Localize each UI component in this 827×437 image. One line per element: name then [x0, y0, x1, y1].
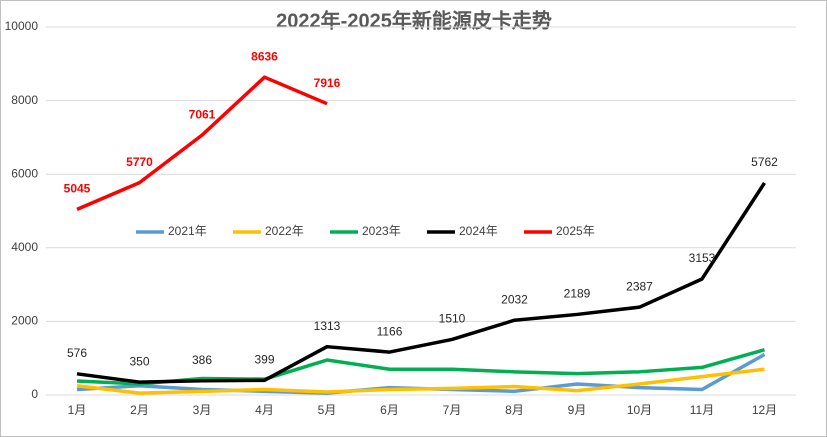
y-tick-label: 4000: [11, 240, 38, 254]
data-label: 8636: [251, 49, 278, 63]
data-label: 399: [254, 352, 274, 366]
y-tick-label: 8000: [11, 93, 38, 107]
legend-label: 2022年: [265, 224, 304, 238]
x-tick-label: 5月: [318, 403, 337, 417]
data-label: 7916: [314, 76, 341, 90]
data-label: 1313: [314, 319, 341, 333]
x-tick-label: 2月: [130, 403, 149, 417]
y-tick-label: 6000: [11, 166, 38, 180]
x-tick-label: 6月: [380, 403, 399, 417]
data-label: 5770: [126, 155, 153, 169]
x-tick-label: 10月: [627, 403, 652, 417]
chart-title: 2022年-2025年新能源皮卡走势: [276, 8, 552, 32]
data-label: 350: [129, 354, 149, 368]
legend-label: 2021年: [168, 224, 207, 238]
y-tick-label: 2000: [11, 314, 38, 328]
data-label: 2032: [501, 292, 528, 306]
series-line: [76, 75, 328, 211]
x-tick-label: 1月: [68, 403, 87, 417]
data-label: 5762: [751, 155, 778, 169]
legend-label: 2025年: [556, 224, 595, 238]
data-label: 5045: [64, 182, 91, 196]
x-tick-label: 8月: [505, 403, 524, 417]
data-label: 2189: [564, 287, 591, 301]
data-label: 3153: [689, 251, 716, 265]
data-label: 1166: [377, 324, 403, 338]
data-label: 7061: [189, 107, 216, 121]
data-label: 576: [67, 346, 87, 360]
x-tick-label: 12月: [752, 403, 777, 417]
data-label: 2387: [626, 279, 653, 293]
legend-label: 2024年: [459, 224, 498, 238]
y-tick-label: 0: [31, 387, 38, 401]
data-label: 1510: [439, 312, 466, 326]
x-tick-label: 11月: [690, 403, 714, 417]
series-line: [76, 367, 765, 395]
legend-label: 2023年: [362, 224, 401, 238]
x-tick-label: 7月: [443, 403, 462, 417]
data-label: 386: [192, 353, 212, 367]
x-tick-label: 3月: [193, 403, 212, 417]
series-line: [76, 182, 766, 384]
y-tick-label: 10000: [5, 19, 39, 33]
x-tick-label: 4月: [255, 403, 274, 417]
x-tick-label: 9月: [568, 403, 587, 417]
